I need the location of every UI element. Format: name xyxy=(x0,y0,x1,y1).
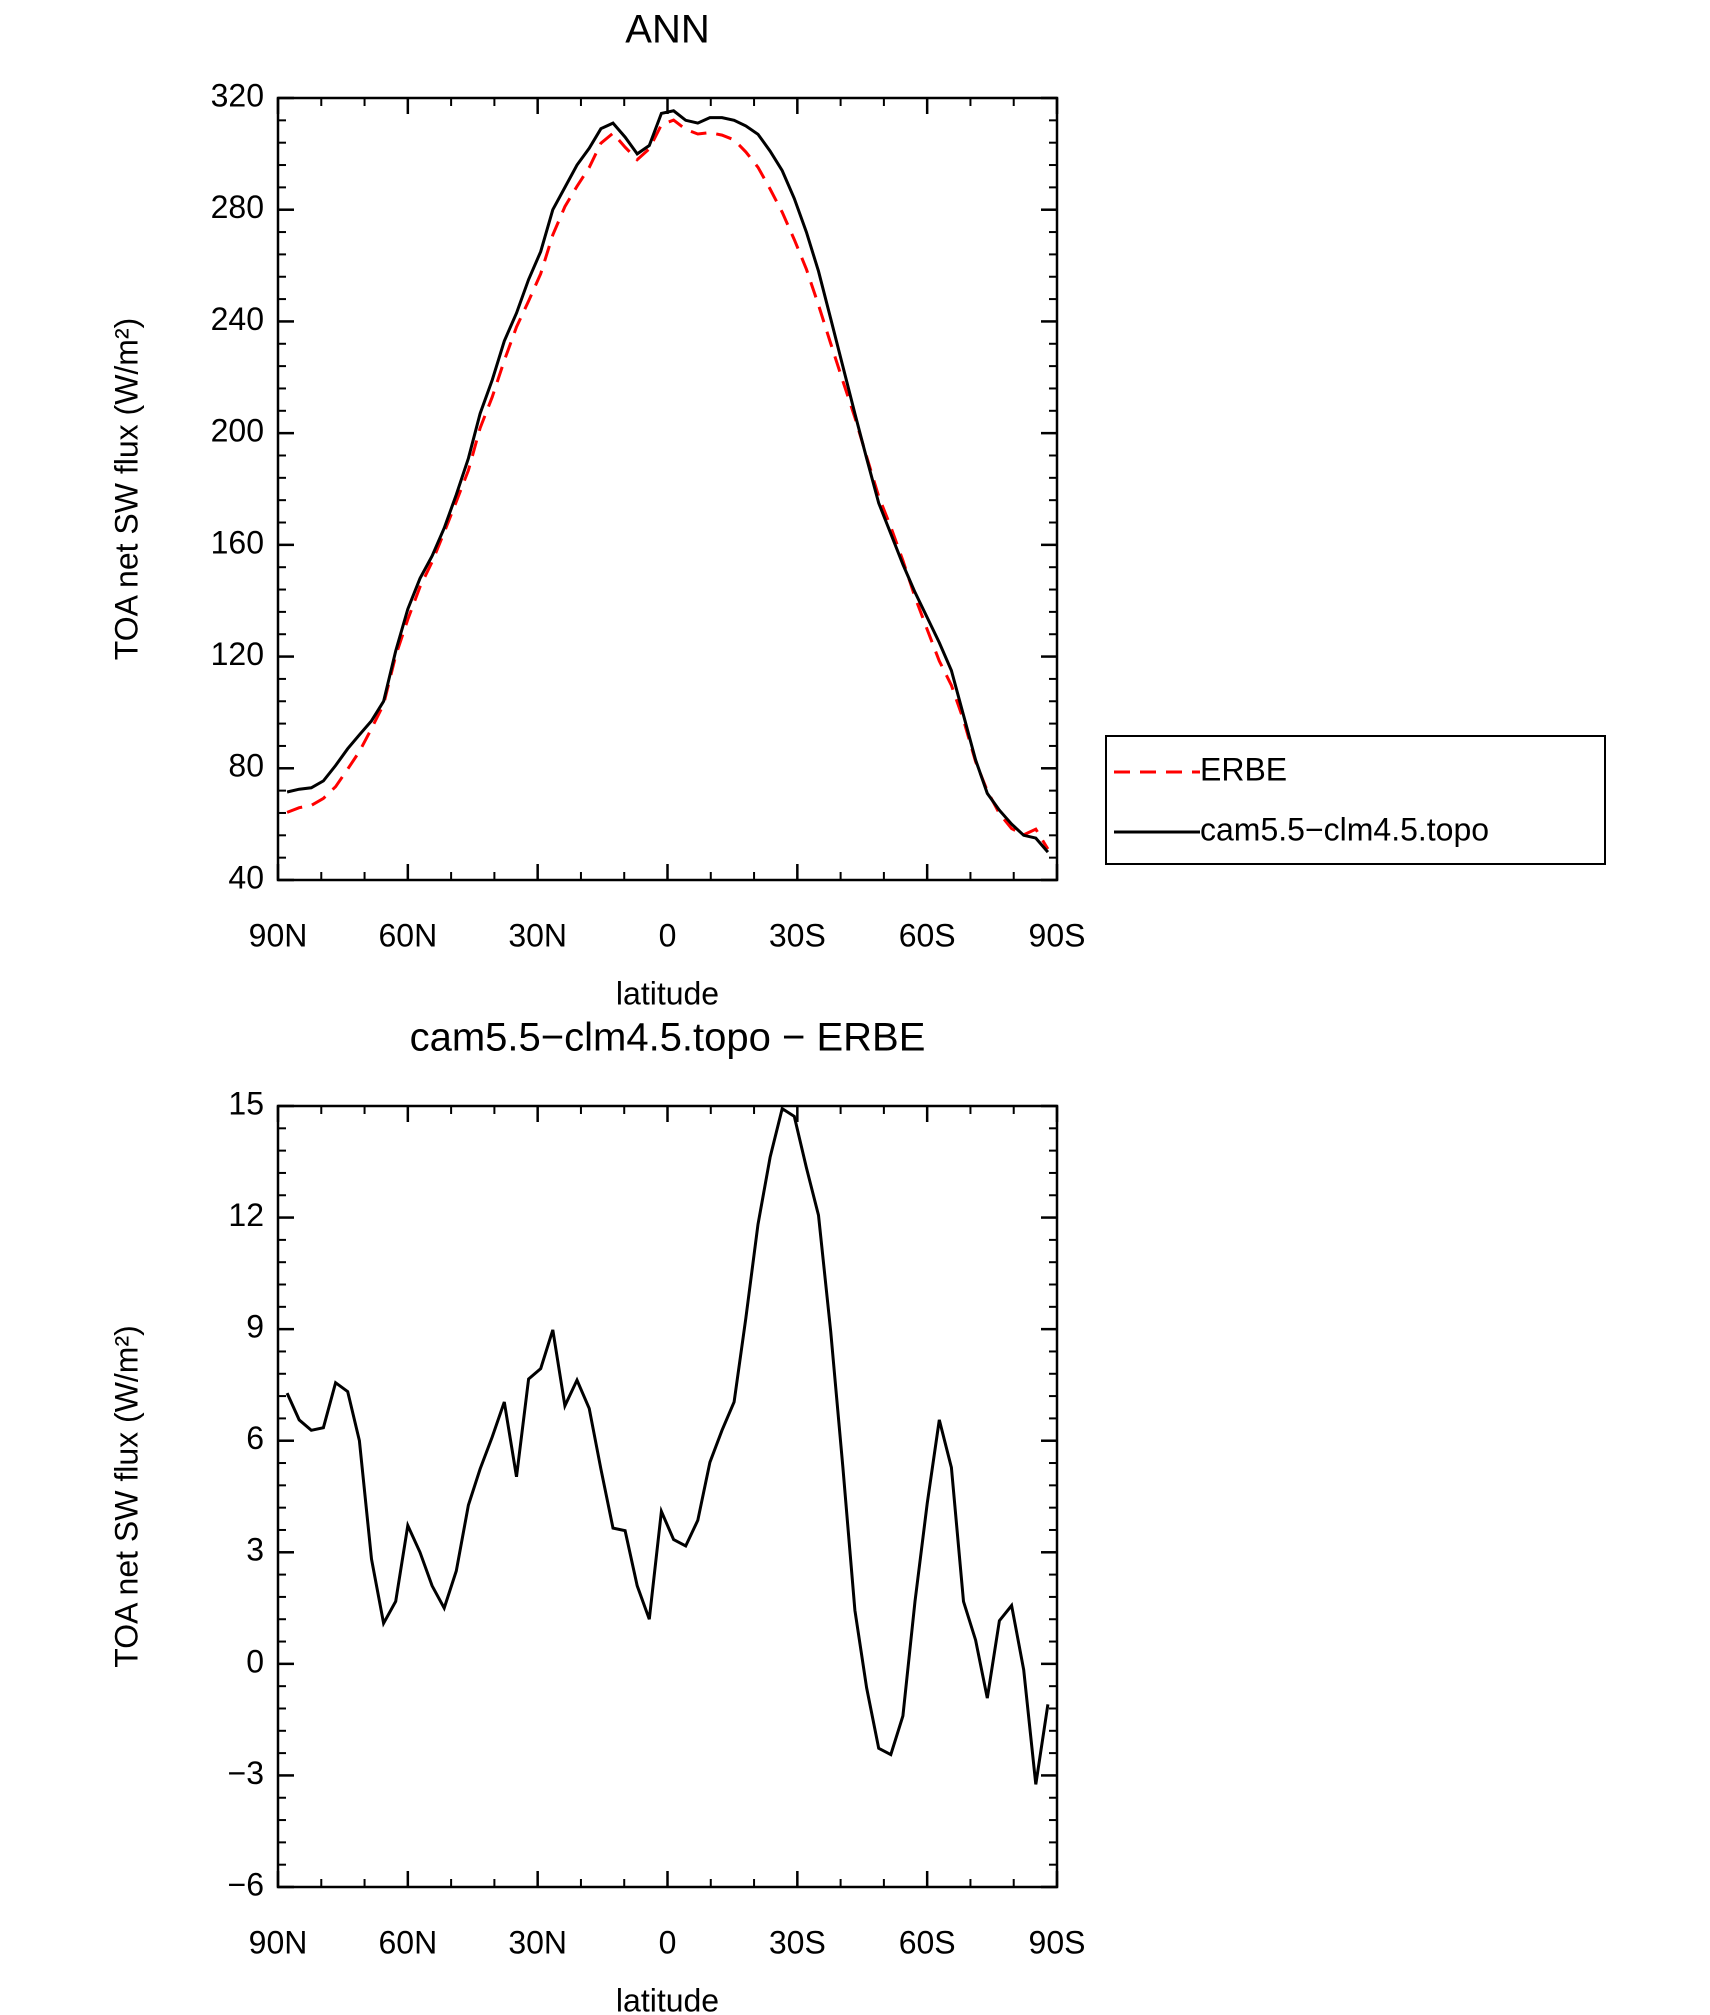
y-tick-label: 15 xyxy=(228,1085,264,1121)
y-tick-label: 0 xyxy=(246,1643,264,1679)
x-tick-label: 0 xyxy=(659,917,677,953)
series-line xyxy=(286,109,1050,854)
chart-title: cam5.5−clm4.5.topo − ERBE xyxy=(410,1016,926,1060)
y-axis-label: TOA net SW flux (W/m²) xyxy=(108,318,144,661)
legend-label: ERBE xyxy=(1200,751,1287,787)
x-tick-label: 0 xyxy=(659,1924,677,1960)
x-tick-label: 60N xyxy=(378,917,437,953)
y-tick-label: −3 xyxy=(228,1755,264,1791)
y-tick-label: 9 xyxy=(246,1309,264,1345)
y-tick-label: 3 xyxy=(246,1532,264,1568)
y-tick-label: 240 xyxy=(211,301,264,337)
x-tick-label: 30N xyxy=(508,1924,567,1960)
x-tick-label: 60S xyxy=(899,1924,956,1960)
y-tick-label: 40 xyxy=(228,859,264,895)
y-tick-label: −6 xyxy=(228,1866,264,1902)
chart-title: ANN xyxy=(625,8,709,52)
y-tick-label: 320 xyxy=(211,77,264,113)
x-tick-label: 90N xyxy=(249,917,308,953)
x-tick-label: 90S xyxy=(1029,1924,1086,1960)
y-tick-label: 80 xyxy=(228,748,264,784)
x-tick-label: 90N xyxy=(249,1924,308,1960)
series-line xyxy=(286,118,1050,850)
x-tick-label: 60N xyxy=(378,1924,437,1960)
x-tick-label: 30S xyxy=(769,1924,826,1960)
x-tick-label: 90S xyxy=(1029,917,1086,953)
legend-box xyxy=(1105,735,1606,865)
y-tick-label: 160 xyxy=(211,524,264,560)
legend-label: cam5.5−clm4.5.topo xyxy=(1200,811,1489,847)
plot-frame xyxy=(276,96,1059,882)
series-line xyxy=(285,1106,1050,1785)
y-tick-label: 6 xyxy=(246,1420,264,1456)
x-tick-label: 30S xyxy=(769,917,826,953)
y-tick-label: 12 xyxy=(228,1197,264,1233)
x-tick-label: 60S xyxy=(899,917,956,953)
x-axis-label: latitude xyxy=(616,1982,719,2015)
x-axis-label: latitude xyxy=(616,975,719,1011)
y-tick-label: 120 xyxy=(211,636,264,672)
x-tick-label: 30N xyxy=(508,917,567,953)
plot-frame xyxy=(276,1104,1059,1889)
y-tick-label: 280 xyxy=(211,189,264,225)
y-tick-label: 200 xyxy=(211,413,264,449)
y-axis-label: TOA net SW flux (W/m²) xyxy=(108,1325,144,1668)
